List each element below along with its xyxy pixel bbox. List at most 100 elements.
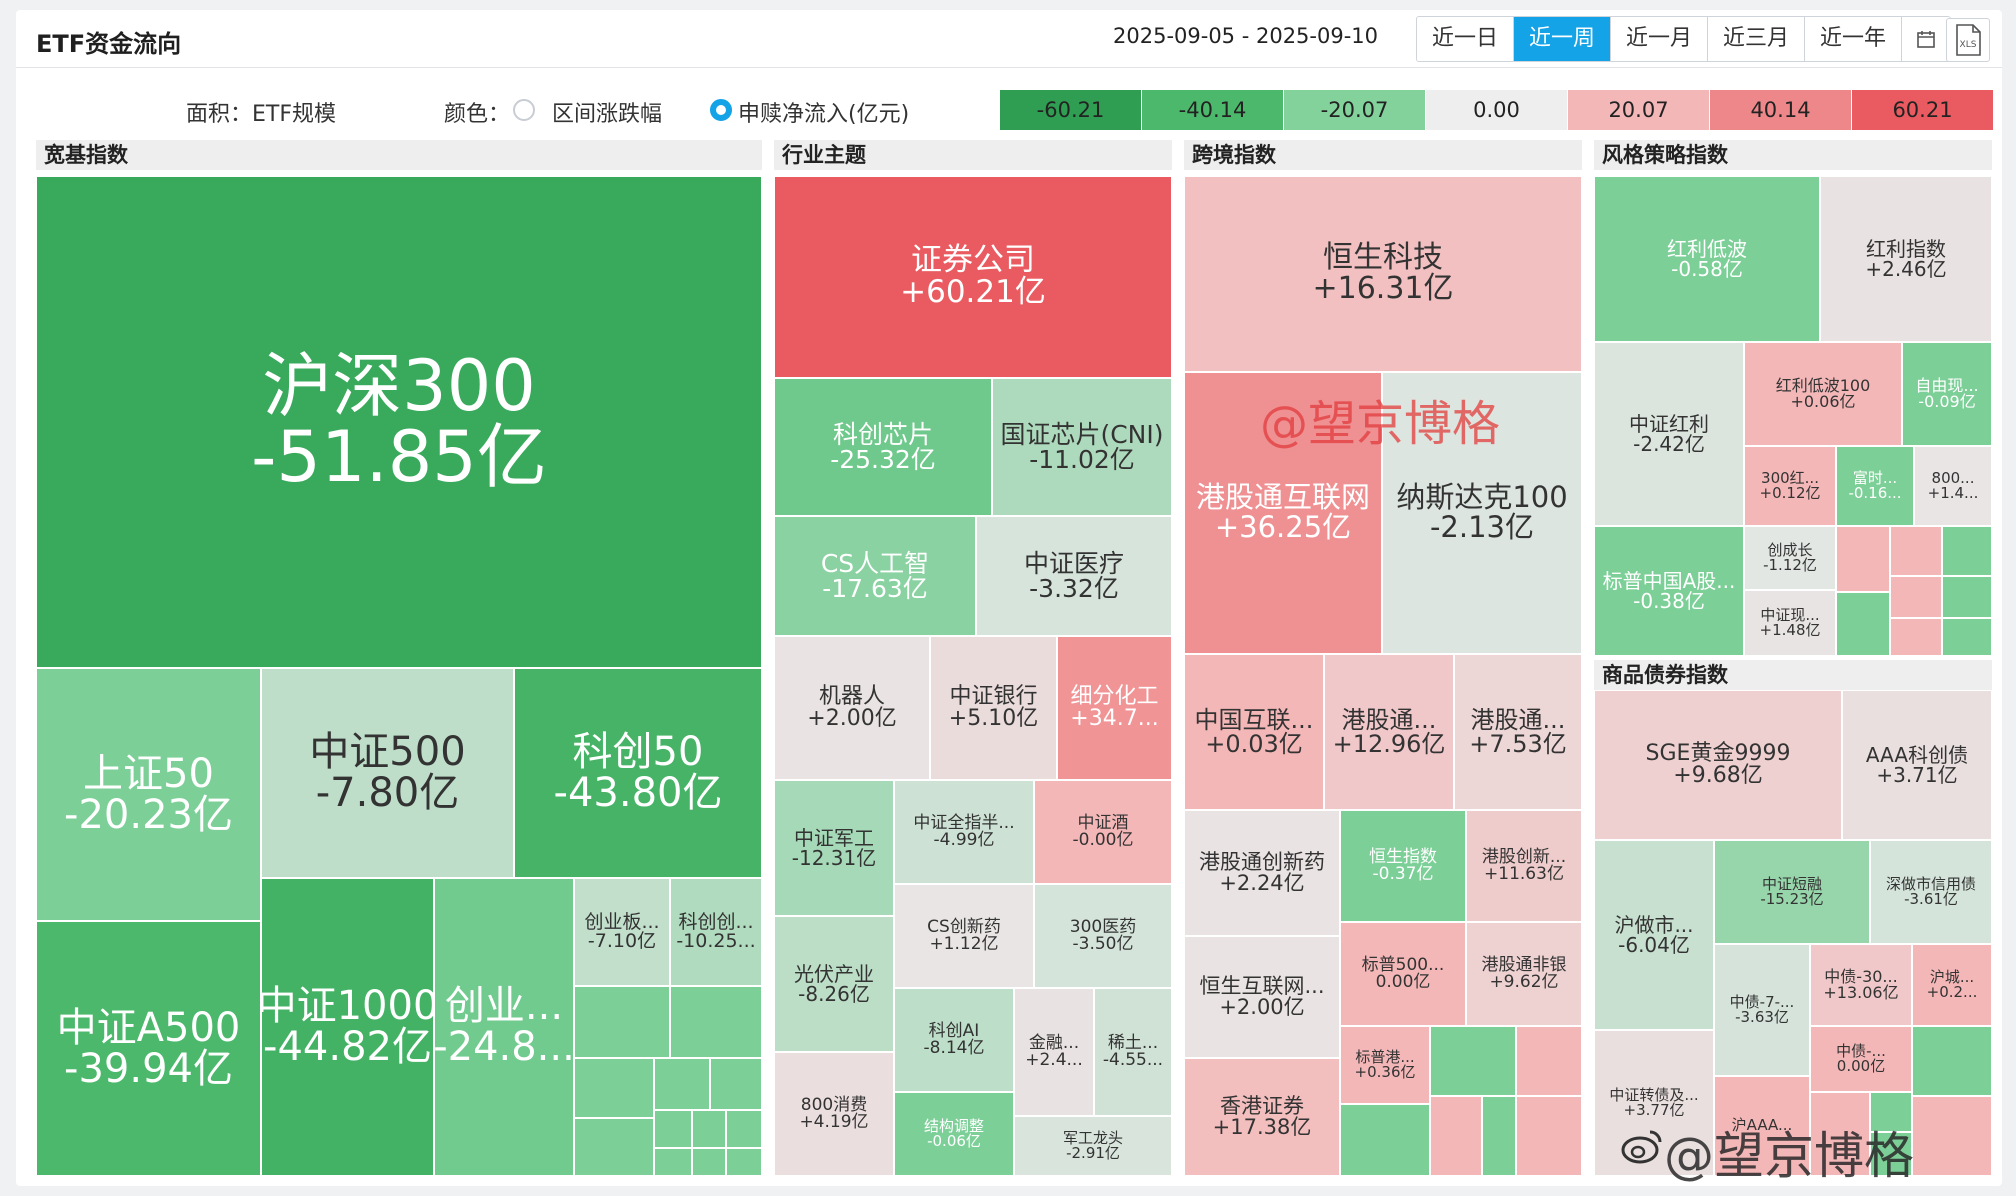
treemap-tile[interactable]: 港股通创新药 +2.24亿 [1184, 810, 1340, 936]
treemap-tile[interactable]: 科创50 -43.80亿 [514, 668, 762, 878]
treemap-tile[interactable]: 红利低波100 +0.06亿 [1744, 342, 1902, 446]
treemap-tile[interactable]: 红利指数 +2.46亿 [1820, 176, 1992, 342]
treemap-tile[interactable]: 港股通... +12.96亿 [1324, 654, 1454, 810]
treemap-tile-small[interactable] [654, 1148, 692, 1176]
treemap-tile[interactable]: 中证转债及... +3.77亿 [1594, 1030, 1714, 1176]
treemap-tile[interactable]: 中证酒 -0.00亿 [1034, 780, 1172, 884]
treemap-tile[interactable]: CS人工智 -17.63亿 [774, 516, 976, 636]
treemap-tile-small[interactable] [1836, 592, 1890, 656]
treemap-tile-small[interactable] [1912, 1096, 1992, 1176]
treemap-tile-small[interactable] [1836, 526, 1890, 592]
treemap-tile[interactable]: 中证全指半... -4.99亿 [894, 780, 1034, 884]
treemap-tile-small[interactable] [574, 1118, 654, 1176]
treemap-tile[interactable]: 国证芯片(CNI) -11.02亿 [992, 378, 1172, 516]
tab-period-1y[interactable]: 近一年 [1805, 17, 1902, 61]
treemap-tile-small[interactable] [654, 1058, 710, 1110]
treemap-tile[interactable]: 中证银行 +5.10亿 [930, 636, 1057, 780]
treemap-tile[interactable]: 沪深300 -51.85亿 [36, 176, 762, 668]
tab-period-1d[interactable]: 近一日 [1417, 17, 1514, 61]
treemap-tile[interactable]: 300医药 -3.50亿 [1034, 884, 1172, 988]
option-change-label[interactable]: 区间涨跌幅 [552, 102, 663, 127]
treemap-tile-small[interactable] [1516, 1096, 1582, 1176]
treemap-tile[interactable]: 中证500 -7.80亿 [261, 668, 514, 878]
treemap-tile-small[interactable] [1430, 1026, 1516, 1096]
treemap-tile[interactable]: 创成长 -1.12亿 [1744, 526, 1836, 590]
treemap-tile-small[interactable] [1942, 576, 1992, 618]
treemap-tile-small[interactable] [574, 986, 670, 1058]
treemap-tile[interactable]: 恒生互联网... +2.00亿 [1184, 936, 1340, 1058]
treemap-tile-small[interactable] [1430, 1096, 1482, 1176]
treemap-tile[interactable]: 800消费 +4.19亿 [774, 1052, 894, 1176]
treemap-tile[interactable]: 深做市信用债 -3.61亿 [1870, 840, 1992, 944]
treemap-tile-small[interactable] [1890, 618, 1942, 656]
treemap-tile[interactable]: 富时... -0.16... [1836, 446, 1914, 526]
treemap-tile-small[interactable] [1482, 1096, 1516, 1176]
treemap-tile[interactable]: 恒生科技 +16.31亿 [1184, 176, 1582, 372]
treemap-tile[interactable]: SGE黄金9999 +9.68亿 [1594, 690, 1842, 840]
treemap-tile-small[interactable] [1870, 1092, 1912, 1132]
treemap-tile-small[interactable] [654, 1110, 692, 1148]
treemap-tile-small[interactable] [1942, 526, 1992, 576]
calendar-button[interactable] [1902, 17, 1950, 61]
treemap-tile[interactable]: 香港证券 +17.38亿 [1184, 1058, 1340, 1176]
treemap-tile[interactable]: 科创芯片 -25.32亿 [774, 378, 992, 516]
treemap-tile[interactable]: 港股通... +7.53亿 [1454, 654, 1582, 810]
treemap-tile-small[interactable] [710, 1058, 762, 1110]
date-range[interactable]: 2025-09-05 - 2025-09-10 [1113, 24, 1379, 48]
treemap-tile[interactable]: 中债-30... +13.06亿 [1810, 944, 1912, 1026]
treemap-tile[interactable]: 中证短融 -15.23亿 [1714, 840, 1870, 944]
treemap-tile[interactable]: 中证医疗 -3.32亿 [976, 516, 1172, 636]
treemap-tile[interactable]: 中证军工 -12.31亿 [774, 780, 894, 916]
treemap-tile[interactable]: 纳斯达克100 -2.13亿 [1382, 372, 1582, 654]
treemap-tile[interactable]: 800... +1.4... [1914, 446, 1992, 526]
treemap-tile[interactable]: 上证50 -20.23亿 [36, 668, 261, 921]
treemap-tile[interactable]: 港股通互联网 +36.25亿 [1184, 372, 1382, 654]
treemap-tile[interactable]: 中国互联... +0.03亿 [1184, 654, 1324, 810]
option-flow-label[interactable]: 申赎净流入(亿元) [738, 102, 910, 127]
treemap-tile[interactable]: 细分化工 +34.7... [1057, 636, 1172, 780]
treemap-tile[interactable]: 恒生指数 -0.37亿 [1340, 810, 1466, 922]
treemap-tile-small[interactable] [670, 986, 762, 1058]
treemap-tile[interactable]: 标普中国A股... -0.38亿 [1594, 526, 1744, 656]
treemap-tile[interactable]: 自由现... -0.09亿 [1902, 342, 1992, 446]
treemap-tile-small[interactable] [726, 1148, 762, 1176]
treemap-tile-small[interactable] [1942, 618, 1992, 656]
treemap-tile[interactable]: 创业... -24.8... [434, 878, 574, 1176]
treemap-tile[interactable]: 结构调整 -0.06亿 [894, 1092, 1014, 1176]
treemap-tile[interactable]: 沪做市... -6.04亿 [1594, 840, 1714, 1030]
treemap-tile[interactable]: 创业板... -7.10亿 [574, 878, 670, 986]
treemap-tile[interactable]: 中债-7-... -3.63亿 [1714, 944, 1810, 1076]
treemap-tile-small[interactable] [1912, 1026, 1992, 1096]
treemap-tile[interactable]: 中证A500 -39.94亿 [36, 921, 261, 1176]
treemap-tile[interactable]: AAA科创债 +3.71亿 [1842, 690, 1992, 840]
treemap-tile[interactable]: 稀土... -4.55... [1094, 988, 1172, 1116]
treemap-tile[interactable]: 沪城... +0.2... [1912, 944, 1992, 1026]
treemap-tile-small[interactable] [692, 1148, 726, 1176]
treemap-tile-small[interactable] [1870, 1132, 1912, 1176]
treemap-tile-small[interactable] [1340, 1104, 1430, 1176]
tab-period-3m[interactable]: 近三月 [1708, 17, 1805, 61]
treemap-tile-small[interactable] [1810, 1092, 1870, 1176]
treemap-tile[interactable]: 港股通非银 +9.62亿 [1466, 922, 1582, 1026]
treemap-tile[interactable]: 标普港... +0.36亿 [1340, 1026, 1430, 1104]
treemap-tile[interactable]: 中证红利 -2.42亿 [1594, 342, 1744, 526]
treemap-tile-small[interactable] [1890, 526, 1942, 576]
treemap-tile-small[interactable] [574, 1058, 654, 1118]
radio-change[interactable] [513, 99, 535, 121]
treemap-tile-small[interactable] [726, 1110, 762, 1148]
tab-period-1m[interactable]: 近一月 [1611, 17, 1708, 61]
treemap-tile-small[interactable] [1516, 1026, 1582, 1096]
treemap-tile-small[interactable] [692, 1110, 726, 1148]
tab-period-1w[interactable]: 近一周 [1514, 17, 1611, 61]
treemap-tile[interactable]: 300红... +0.12亿 [1744, 446, 1836, 526]
treemap-tile[interactable]: 港股创新... +11.63亿 [1466, 810, 1582, 922]
radio-flow[interactable] [710, 99, 732, 121]
treemap-tile[interactable]: 中证1000 -44.82亿 [261, 878, 434, 1176]
treemap-tile[interactable]: 光伏产业 -8.26亿 [774, 916, 894, 1052]
treemap-tile[interactable]: 证券公司 +60.21亿 [774, 176, 1172, 378]
treemap-tile[interactable]: 红利低波 -0.58亿 [1594, 176, 1820, 342]
treemap-tile[interactable]: 中债-... 0.00亿 [1810, 1026, 1912, 1092]
treemap-tile[interactable]: 机器人 +2.00亿 [774, 636, 930, 780]
treemap-tile[interactable]: 金融... +2.4... [1014, 988, 1094, 1116]
treemap-tile[interactable]: 军工龙头 -2.91亿 [1014, 1116, 1172, 1176]
